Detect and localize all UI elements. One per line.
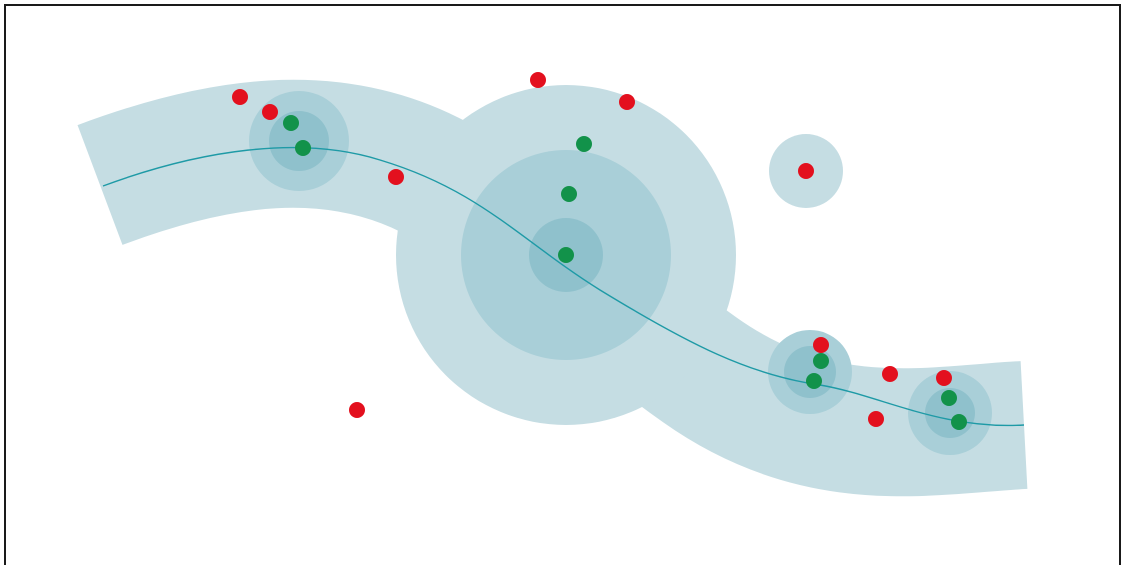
- green-point: [283, 115, 299, 131]
- trajectory-line: [102, 146, 1025, 427]
- cluster-right-core: [784, 346, 836, 398]
- green-point: [295, 140, 311, 156]
- red-point: [813, 337, 829, 353]
- red-point: [868, 411, 884, 427]
- green-point: [941, 390, 957, 406]
- red-point: [349, 402, 365, 418]
- green-point: [558, 247, 574, 263]
- red-point: [388, 169, 404, 185]
- red-point: [798, 163, 814, 179]
- red-points: [232, 72, 952, 427]
- red-point: [232, 89, 248, 105]
- red-point: [882, 366, 898, 382]
- green-point: [806, 373, 822, 389]
- green-point: [576, 136, 592, 152]
- red-point: [936, 370, 952, 386]
- green-point: [951, 414, 967, 430]
- cluster-left-core: [269, 111, 329, 171]
- red-point: [619, 94, 635, 110]
- green-point: [561, 186, 577, 202]
- green-point: [813, 353, 829, 369]
- red-point: [262, 104, 278, 120]
- red-point: [530, 72, 546, 88]
- green-points: [283, 115, 967, 430]
